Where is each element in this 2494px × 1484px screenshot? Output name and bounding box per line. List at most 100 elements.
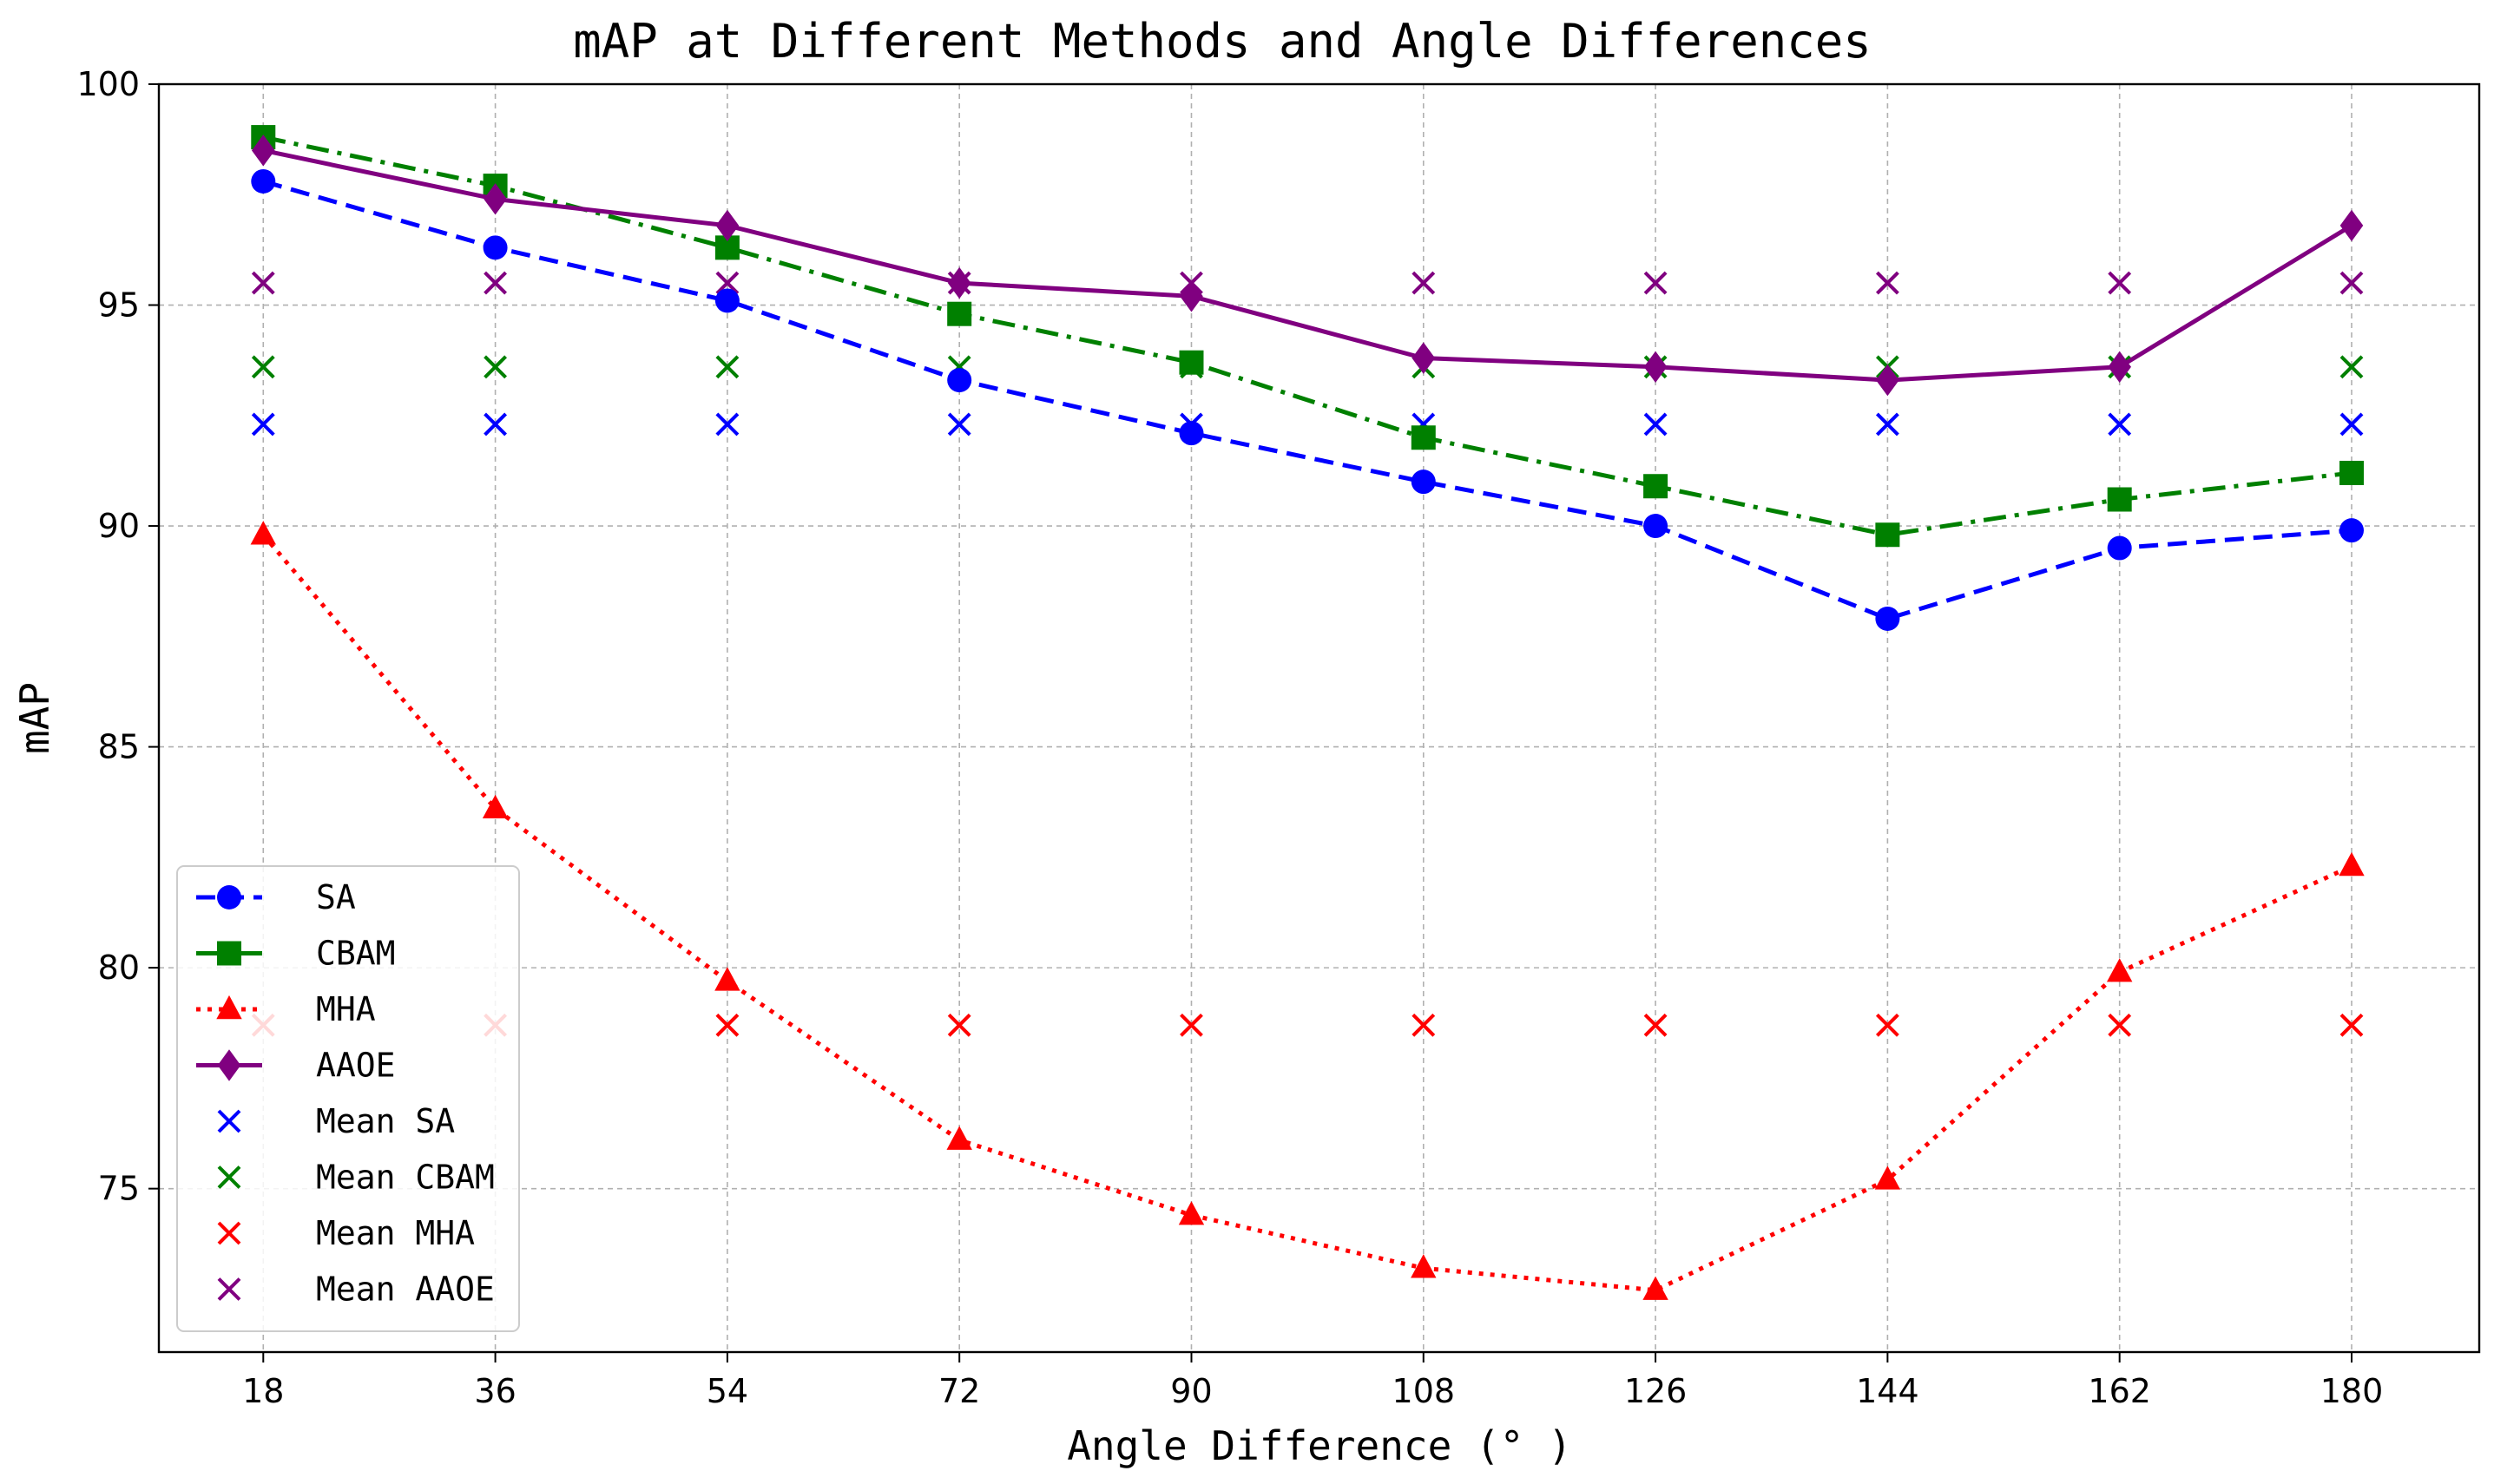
aaoe-point [484,183,507,215]
aaoe-point [1876,364,1899,397]
sa-point [947,368,972,393]
legend-label-cbam: CBAM [316,935,396,973]
sa-point [1643,514,1668,539]
y-axis-label: mAP [11,682,58,754]
sa-point [251,168,276,194]
cbam-point [1411,425,1436,450]
legend-marker-sa [217,885,241,909]
sa-point [1875,606,1900,631]
mean-sa-marker [947,412,971,437]
mean-aaoe-marker [1643,271,1668,295]
mha-point [1874,1166,1901,1190]
mean-mha-marker [1180,1013,1203,1037]
cbam-line [262,135,2353,537]
aaoe-point [1412,342,1436,374]
sa-point [2339,518,2364,543]
mean-mha-marker [947,1013,971,1037]
mean-cbam-marker [715,355,740,379]
axis-ticks: 18 36 54 72 90 108 126 144 162 180 75 80 85 90 95 100 [76,65,2383,1410]
mean-aaoe-marker [2339,271,2364,295]
cbam-point [1179,350,1204,375]
mean-aaoe-marker [2108,271,2132,295]
legend-label-mean-sa: Mean SA [316,1102,455,1140]
mean-sa-marker [2108,412,2132,437]
sa-point [714,288,740,313]
x-tick-label: 144 [1856,1372,1919,1410]
legend-label-sa: SA [316,878,356,916]
mean-mha-marker [1643,1013,1668,1037]
x-tick-label: 180 [2320,1372,2384,1410]
mean-sa-marker [484,412,507,437]
mha-line [261,533,2353,1293]
legend-label-mean-aaoe: Mean AAOE [316,1271,495,1309]
mha-point [714,967,740,991]
aaoe-point [2108,351,2131,383]
aaoe-point [2339,209,2364,242]
mha-point [2106,958,2133,982]
aaoe-point [715,209,740,242]
mean-aaoe-marker [715,271,740,295]
mean-sa-marker [1643,412,1668,437]
legend-marker-aaoe [217,1049,241,1081]
y-tick-label: 85 [98,728,140,766]
mha-point [1411,1254,1437,1278]
legend-marker-mean-aaoe [217,1277,241,1301]
cbam-point [2107,487,2132,512]
mean-sa-marker [715,412,740,437]
legend-label-mean-mha: Mean MHA [316,1214,475,1252]
mean-markers [251,271,2364,1037]
mean-mha-marker [715,1013,740,1037]
aaoe-point [251,135,275,167]
y-tick-label: 90 [98,507,140,545]
aaoe-point [1180,280,1203,312]
mha-point [1178,1201,1205,1225]
legend-label-mha: MHA [316,990,376,1028]
x-tick-label: 90 [1170,1372,1212,1410]
sa-point [1179,421,1204,446]
plot-frame [157,82,2481,1354]
mean-sa-marker [2339,412,2364,437]
x-axis-label: Angle Difference (° ) [1067,1422,1572,1469]
mha-point [1642,1276,1668,1300]
legend-marker-mean-cbam [217,1166,241,1189]
y-tick-label: 80 [98,949,140,987]
x-tick-label: 162 [2088,1372,2151,1410]
x-tick-label: 54 [707,1372,748,1410]
mean-mha-marker [2339,1013,2364,1037]
mean-mha-marker [1875,1013,1899,1037]
x-tick-label: 72 [938,1372,980,1410]
mean-cbam-marker [2339,355,2364,379]
x-tick-label: 18 [242,1372,284,1410]
x-tick-label: 36 [474,1372,516,1410]
mha-point [2339,851,2365,877]
legend-marker-cbam [217,941,241,966]
series-lines [250,125,2365,1300]
chart-title: mAP at Different Methods and Angle Diffe… [573,14,1872,69]
legend-marker-mha [216,995,242,1020]
mha-point [946,1126,972,1150]
mean-cbam-marker [484,355,507,379]
sa-point [483,235,508,260]
x-tick-label: 126 [1624,1372,1688,1410]
sa-point [1411,469,1436,495]
legend-box [176,865,520,1332]
cbam-point [1643,474,1668,499]
mean-aaoe-marker [1412,271,1436,295]
mean-aaoe-marker [484,271,507,295]
cbam-point [1875,522,1900,548]
mean-aaoe-marker [1875,271,1899,295]
legend-label-mean-cbam: Mean CBAM [316,1159,495,1197]
mean-sa-marker [1875,412,1899,437]
sa-line [262,179,2353,621]
sa-point [2107,535,2132,561]
mean-cbam-marker [251,355,275,379]
cbam-point [2339,460,2364,485]
y-tick-label: 75 [98,1170,140,1208]
mha-point [482,794,509,819]
cbam-point [947,301,972,326]
mean-aaoe-marker [251,271,275,295]
legend-marker-mean-mha [217,1221,241,1245]
aaoe-line [262,148,2353,383]
legend: SA CBAM MHA AAOE Mean SA Mean CBAM Mean MHA Mea… [176,865,520,1332]
